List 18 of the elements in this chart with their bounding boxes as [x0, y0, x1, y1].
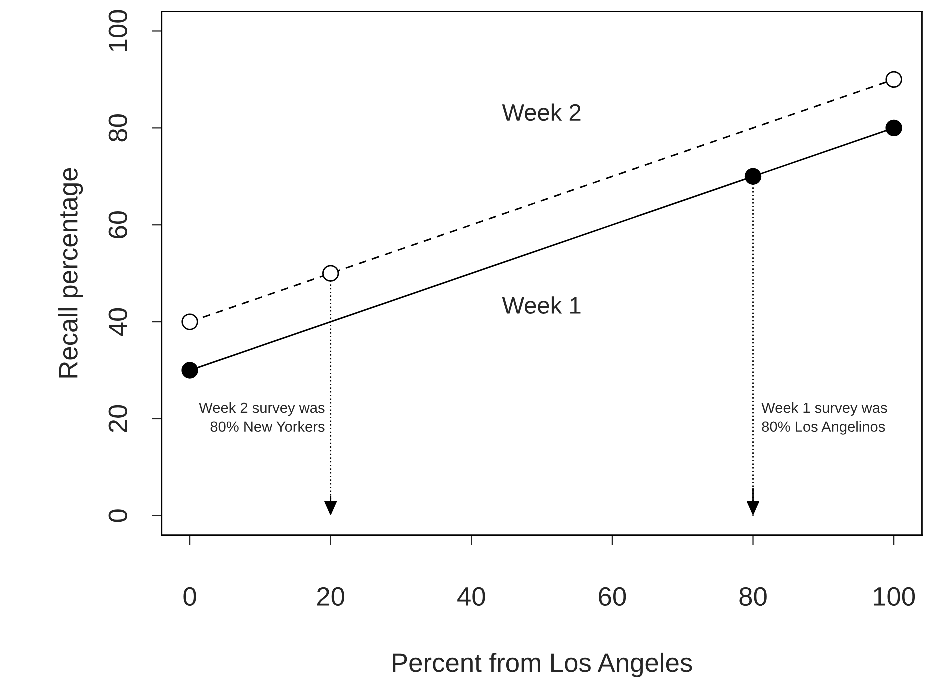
series-label: Week 1 — [502, 296, 581, 314]
y-tick-label: 80 — [108, 114, 128, 142]
y-axis-title: Recall percentage — [58, 168, 84, 378]
y-tick-label: 40 — [108, 308, 128, 336]
ref-line-label: Week 1 survey was 80% Los Angelinos — [762, 402, 888, 435]
ref-line-label: Week 2 survey was 80% New Yorkers — [199, 402, 325, 432]
text: Week 2 — [502, 104, 581, 122]
x-tick-label: 20 — [317, 587, 344, 606]
x-tick-label: 80 — [740, 587, 767, 606]
x-tick-label: 0 — [184, 587, 196, 606]
y-tick-label: 100 — [108, 10, 128, 52]
y-tick-label: 20 — [108, 405, 128, 432]
x-axis-title: Percent from Los Angeles — [393, 652, 692, 678]
y-tick-label: 60 — [108, 211, 128, 238]
x-tick-label: 60 — [599, 587, 626, 606]
x-tick-label: 100 — [874, 587, 916, 606]
y-tick-label: 0 — [108, 510, 128, 522]
x-tick-label: 40 — [458, 587, 486, 606]
